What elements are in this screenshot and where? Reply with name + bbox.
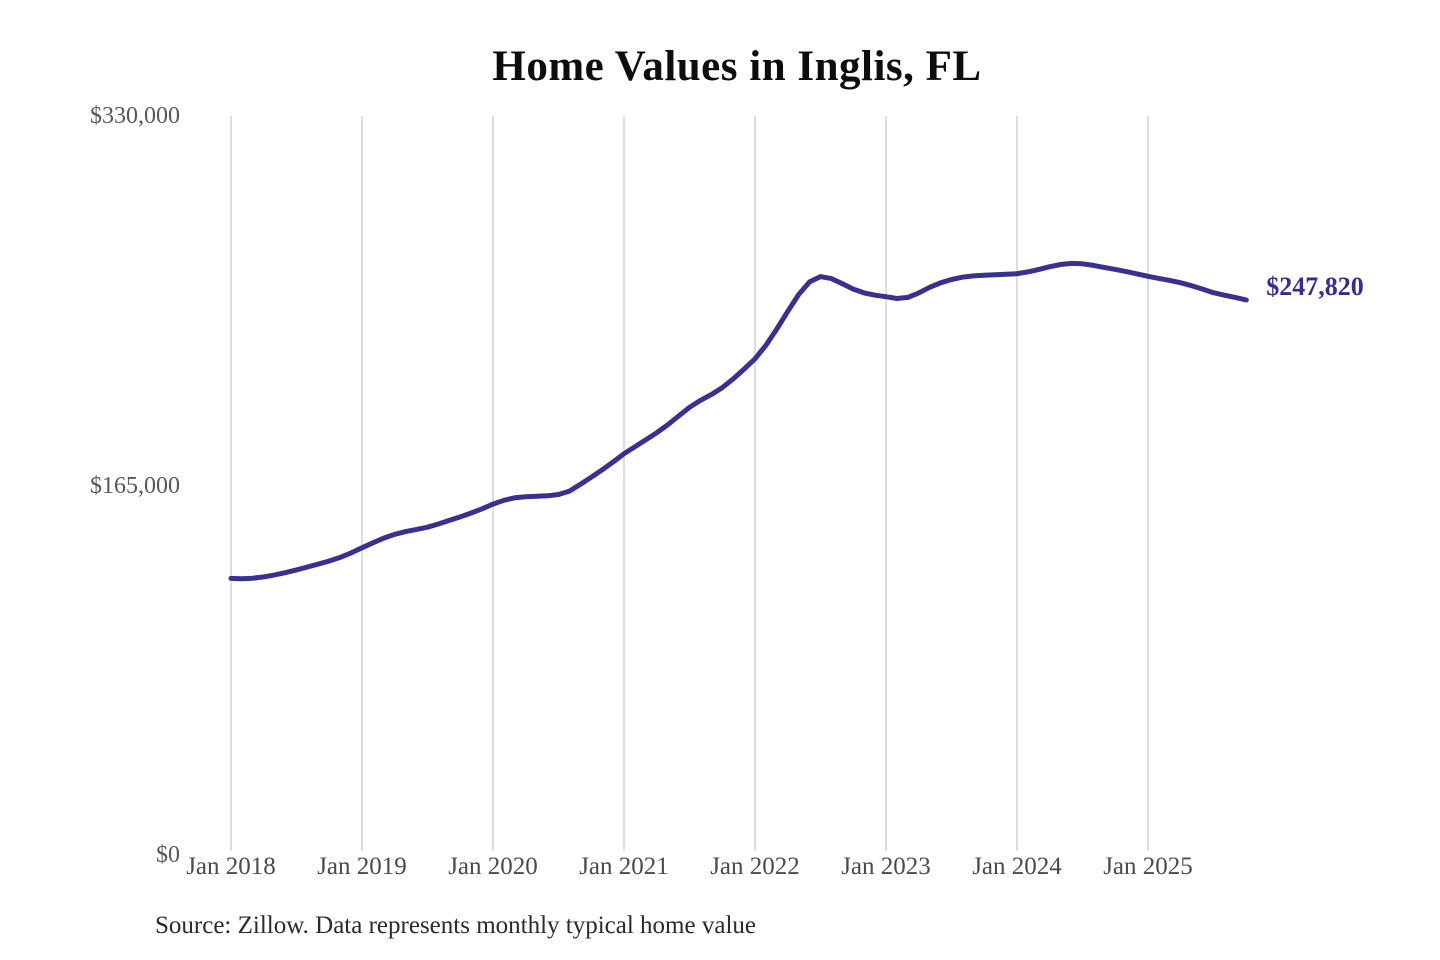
chart-title: Home Values in Inglis, FL [492, 43, 982, 90]
x-axis-label: Jan 2025 [1103, 853, 1193, 880]
x-axis-label: Jan 2023 [841, 853, 931, 880]
x-axis-label: Jan 2018 [186, 853, 276, 880]
home-value-line [228, 260, 1249, 582]
x-axis-label: Jan 2021 [579, 853, 669, 880]
x-axis-label: Jan 2024 [972, 853, 1062, 880]
x-axis-label: Jan 2022 [710, 853, 800, 880]
x-axis-label: Jan 2020 [448, 853, 538, 880]
source-note: Source: Zillow. Data represents monthly … [155, 912, 756, 939]
latest-value-label: $247,820 [1266, 272, 1364, 302]
y-axis-label: $0 [156, 842, 180, 868]
y-axis-label: $165,000 [90, 472, 180, 499]
y-axis-label: $330,000 [90, 103, 180, 129]
x-axis-label: Jan 2019 [317, 853, 407, 880]
